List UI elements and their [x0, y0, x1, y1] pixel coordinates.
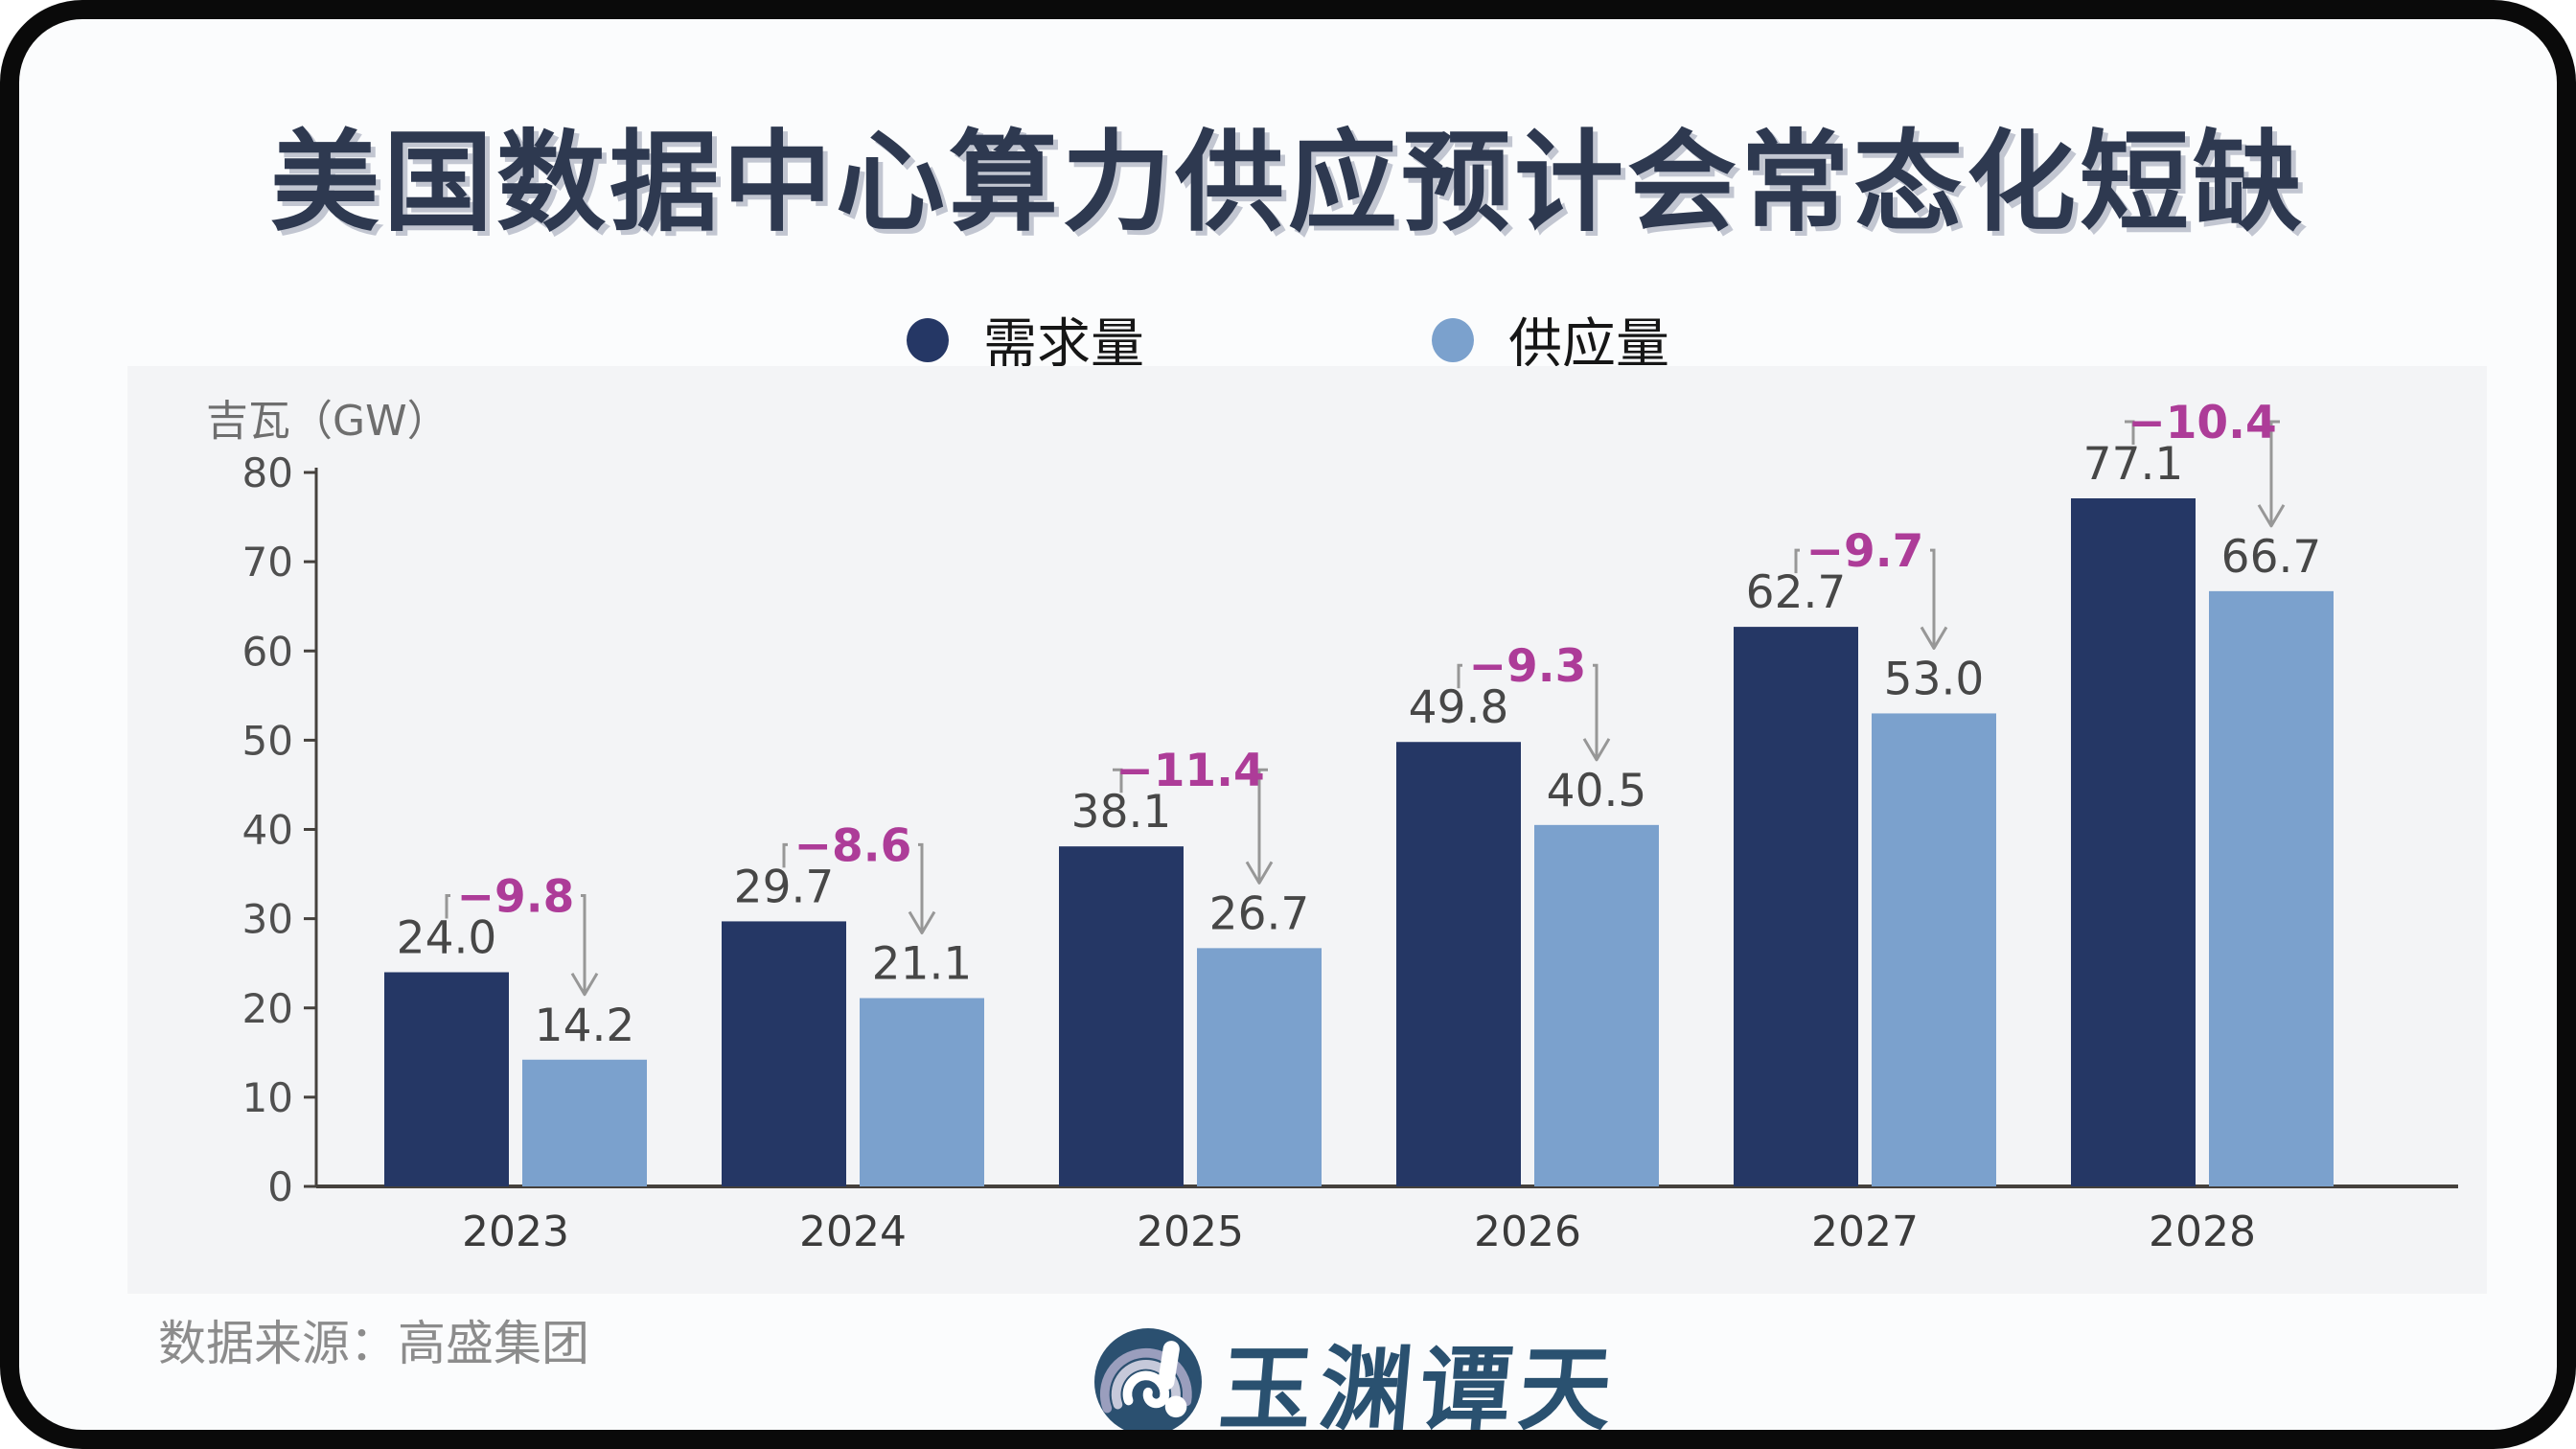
demand-bar-2027	[1734, 627, 1858, 1186]
demand-bar-2023	[384, 972, 509, 1186]
demand-value-2026: 49.8	[1409, 681, 1509, 734]
gap-label-2026: −9.3	[1469, 640, 1587, 693]
demand-value-2027: 62.7	[1746, 566, 1847, 619]
plot-area: 吉瓦（GW） 0 10 20 30 40 50 60 70 80 24.0 14.2 2023 −9.8 2…	[127, 366, 2487, 1294]
x-label-2024: 2024	[799, 1208, 907, 1256]
supply-value-2026: 40.5	[1547, 765, 1647, 817]
x-label-2023: 2023	[462, 1208, 569, 1256]
gap-bracket-left-2028	[2125, 420, 2135, 446]
gap-arrowhead-2025	[1245, 861, 1274, 885]
source-note: 数据来源：高盛集团	[158, 1316, 589, 1371]
supply-value-2028: 66.7	[2221, 531, 2322, 584]
supply-bar-2023	[522, 1059, 647, 1186]
supply-value-2027: 53.0	[1884, 653, 1985, 705]
logo-exclamation-bar	[1158, 1340, 1180, 1390]
logo-outer-arc	[1099, 1347, 1192, 1413]
gap-bracket-right-2026	[1593, 663, 1598, 758]
x-label-2028: 2028	[2149, 1208, 2256, 1256]
y-tick-label-60: 60	[242, 628, 293, 675]
y-tick-label-20: 20	[242, 985, 293, 1032]
gap-label-2028: −10.4	[2128, 397, 2276, 449]
y-tick-label-10: 10	[242, 1074, 293, 1121]
demand-value-2024: 29.7	[734, 861, 835, 913]
logo-middle-arc	[1111, 1359, 1181, 1409]
y-tick-label-0: 0	[267, 1163, 293, 1210]
logo-exclamation-dot	[1164, 1395, 1187, 1417]
gap-arrowhead-2027	[1920, 626, 1948, 650]
gap-bracket-left-2026	[1457, 663, 1462, 689]
supply-bar-2028	[2209, 590, 2334, 1186]
gap-bracket-right-2028	[2269, 420, 2280, 524]
y-tick-label-50: 50	[242, 717, 293, 764]
gap-label-2024: −8.6	[794, 819, 912, 872]
y-tick-label-30: 30	[242, 896, 293, 943]
demand-value-2023: 24.0	[397, 912, 497, 965]
supply-value-2025: 26.7	[1209, 887, 1310, 940]
gap-bracket-right-2027	[1930, 548, 1936, 647]
gap-bracket-left-2027	[1794, 548, 1800, 574]
supply-bar-2027	[1872, 713, 1996, 1186]
gap-bracket-right-2024	[918, 842, 924, 932]
supply-bar-2025	[1197, 948, 1322, 1186]
gap-bracket-left-2024	[782, 842, 788, 868]
gap-bracket-right-2023	[581, 894, 586, 993]
chart-title: 美国数据中心算力供应预计会常态化短缺	[269, 119, 2306, 246]
demand-value-2025: 38.1	[1071, 786, 1172, 839]
supply-value-2023: 14.2	[535, 1000, 635, 1052]
chart-canvas: 吉瓦（GW） 0 10 20 30 40 50 60 70 80 24.0 14.2 2023 −9.8 2…	[206, 397, 2458, 1256]
supply-bar-2026	[1534, 824, 1659, 1186]
supply-bar-2024	[860, 998, 984, 1186]
demand-value-2028: 77.1	[2083, 438, 2184, 491]
legend-item-demand: 需求量	[907, 301, 1144, 379]
gap-arrowhead-2026	[1582, 738, 1611, 762]
gap-arrowhead-2024	[908, 910, 936, 935]
y-tick-label-40: 40	[242, 807, 293, 854]
supply-value-2024: 21.1	[872, 938, 973, 991]
gap-label-2025: −11.4	[1116, 745, 1264, 797]
supply-legend-label: 供应量	[1508, 313, 1669, 376]
gap-label-2027: −9.7	[1806, 525, 1924, 578]
gap-arrowhead-2023	[570, 972, 599, 997]
supply-legend-dot	[1432, 317, 1474, 362]
x-label-2027: 2027	[1811, 1208, 1919, 1256]
brand-logo: 玉渊谭天	[1094, 1315, 1623, 1430]
demand-bar-2028	[2071, 498, 2196, 1186]
demand-bar-2025	[1059, 846, 1184, 1186]
brand-logo-icon	[1094, 1327, 1202, 1430]
demand-legend-label: 需求量	[983, 313, 1144, 376]
x-label-2026: 2026	[1474, 1208, 1581, 1256]
y-tick-label-80: 80	[242, 449, 293, 496]
gap-bracket-left-2023	[445, 894, 450, 919]
legend-item-supply: 供应量	[1432, 301, 1669, 379]
y-axis-unit-label: 吉瓦（GW）	[206, 397, 449, 446]
demand-bar-2024	[722, 921, 846, 1186]
gap-arrowhead-2028	[2257, 504, 2286, 528]
gap-label-2023: −9.8	[457, 871, 575, 924]
gap-bracket-right-2025	[1257, 768, 1268, 882]
y-tick-label-70: 70	[242, 539, 293, 586]
demand-legend-dot	[907, 317, 949, 362]
x-label-2025: 2025	[1137, 1208, 1244, 1256]
legend: 需求量 供应量	[19, 301, 2557, 379]
demand-bar-2026	[1396, 742, 1521, 1186]
brand-logo-text: 玉渊谭天	[1215, 1336, 1624, 1443]
gap-bracket-left-2025	[1113, 768, 1123, 794]
